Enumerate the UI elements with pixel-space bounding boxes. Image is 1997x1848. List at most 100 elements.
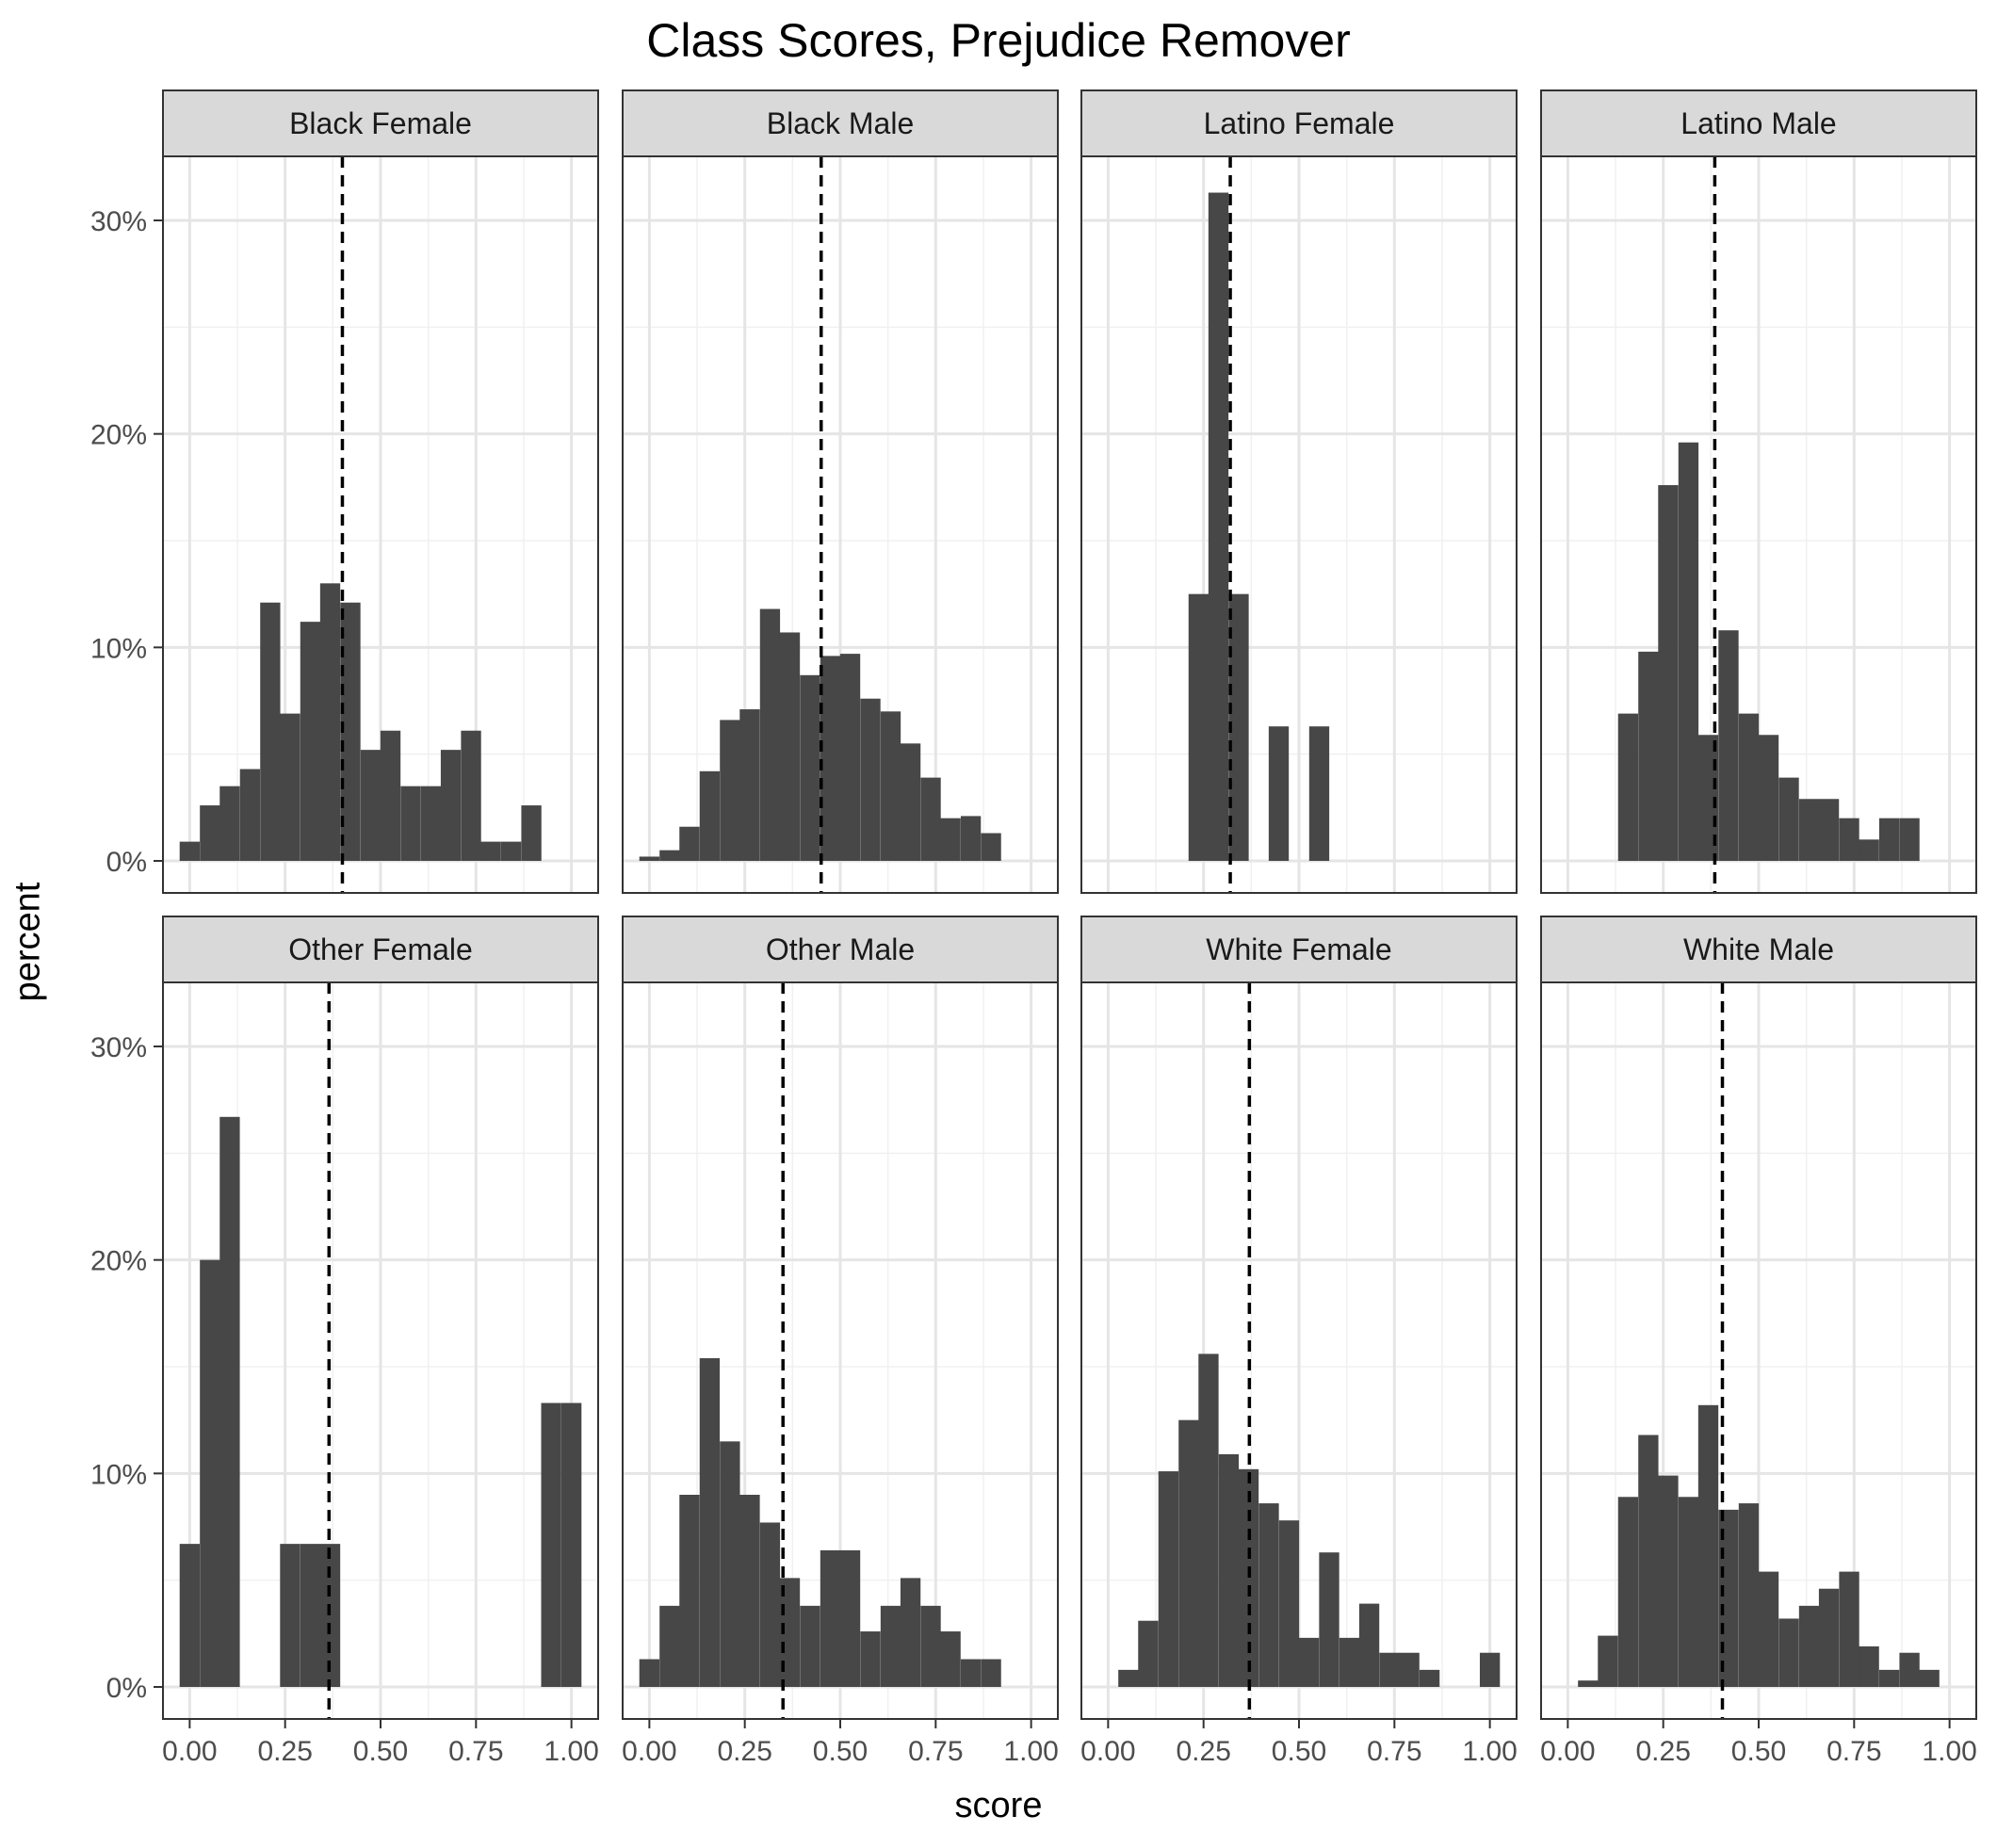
histogram-bar: [500, 841, 522, 861]
facet-strip: [162, 916, 599, 983]
histogram-bar: [319, 1544, 341, 1687]
histogram-bar: [1839, 1571, 1859, 1687]
x-tick-label: 0.00: [622, 1736, 676, 1767]
facet-strip: [162, 89, 599, 157]
histogram-bar: [739, 1495, 760, 1687]
histogram-bar: [1358, 1603, 1380, 1687]
histogram-bar: [739, 709, 760, 861]
x-tick-label: 0.00: [1540, 1736, 1595, 1767]
histogram-bar: [940, 1631, 961, 1687]
histogram-bar: [1399, 1652, 1420, 1687]
facet-strip: [622, 89, 1059, 157]
histogram-bar: [300, 1544, 321, 1687]
histogram-bar: [319, 583, 341, 861]
histogram-bar: [521, 805, 542, 861]
panel-border: [162, 155, 599, 894]
histogram-bar: [1878, 1669, 1900, 1687]
facet-strip-label: White Female: [1206, 932, 1391, 966]
histogram-bar: [1258, 1503, 1279, 1687]
histogram-bar: [860, 698, 881, 861]
histogram-bar: [1638, 1435, 1659, 1687]
histogram-bar: [219, 786, 240, 861]
histogram-bar: [679, 826, 700, 861]
histogram-bar: [1198, 1354, 1219, 1687]
histogram-bar: [1479, 1652, 1501, 1687]
histogram-bar: [659, 850, 680, 861]
histogram-bar: [380, 730, 401, 861]
histogram-bar: [1859, 1645, 1879, 1687]
facet-panel: Latino Female: [1080, 89, 1518, 894]
y-axis-label: percent: [8, 882, 48, 1002]
histogram-bar: [1778, 1618, 1799, 1687]
facet-strip: [1540, 916, 1977, 983]
facet-strip: [1540, 89, 1977, 157]
y-tick-label: 0%: [106, 847, 147, 878]
facet-strip-label: Other Male: [766, 932, 915, 966]
histogram-bar: [179, 841, 201, 861]
y-tick-label: 30%: [90, 206, 147, 237]
histogram-bar: [1738, 713, 1760, 861]
histogram-bar: [461, 730, 481, 861]
x-tick-label: 0.50: [1731, 1736, 1786, 1767]
histogram-bar: [1738, 1503, 1760, 1687]
histogram-bar: [1188, 593, 1210, 861]
y-tick-label: 20%: [90, 1246, 147, 1277]
histogram-bar: [659, 1605, 680, 1687]
x-tick-label: 0.75: [1827, 1736, 1881, 1767]
histogram-bar: [839, 1549, 861, 1687]
x-tick-label: 0.50: [813, 1736, 868, 1767]
histogram-bar: [960, 1659, 982, 1687]
histogram-bar: [981, 833, 1001, 861]
histogram-bar: [1818, 1588, 1840, 1687]
histogram-bar: [940, 818, 961, 861]
histogram-bar: [300, 622, 321, 861]
histogram-bar: [340, 602, 361, 861]
histogram-bar: [1778, 777, 1799, 861]
histogram-bar: [541, 1402, 561, 1687]
x-tick-label: 0.75: [1367, 1736, 1421, 1767]
histogram-bar: [699, 1357, 721, 1687]
histogram-bar: [200, 1259, 220, 1687]
histogram-bar: [1598, 1635, 1618, 1687]
histogram-bar: [1678, 442, 1699, 861]
histogram-bar: [179, 1544, 201, 1687]
histogram-bar: [679, 1495, 700, 1687]
facet-strip-label: White Male: [1683, 932, 1834, 966]
histogram-bar: [1919, 1669, 1940, 1687]
histogram-bar: [1419, 1669, 1440, 1687]
facet-strip-label: Black Male: [767, 106, 915, 140]
histogram-bar: [1118, 1669, 1139, 1687]
y-tick-label: 10%: [90, 1459, 147, 1490]
histogram-bar: [1758, 1571, 1779, 1687]
histogram-bar: [1859, 839, 1879, 861]
histogram-bar: [260, 602, 281, 861]
facet-panel: Other Male 0.00 0.25 0.50 0.75 1.00: [622, 916, 1059, 1767]
facet-strip: [622, 916, 1059, 983]
histogram-bar: [1899, 818, 1920, 861]
facet-strip: [1080, 89, 1518, 157]
histogram-bar: [839, 654, 861, 861]
histogram-bar: [1718, 630, 1739, 861]
y-tick-label: 10%: [90, 633, 147, 664]
facet-strip-label: Latino Female: [1204, 106, 1395, 140]
histogram-bar: [720, 1441, 740, 1687]
histogram-bar: [1578, 1680, 1599, 1687]
x-tick-label: 1.00: [1922, 1736, 1976, 1767]
y-tick-label: 20%: [90, 420, 147, 451]
histogram-bar: [1878, 818, 1900, 861]
histogram-bar: [219, 1116, 240, 1687]
histogram-bar: [820, 656, 841, 861]
histogram-bar: [1798, 799, 1820, 861]
facet-panel: Latino Male: [1540, 89, 1977, 894]
histogram-bar: [1697, 1404, 1719, 1687]
histogram-bar: [1339, 1637, 1360, 1687]
histogram-bar: [1308, 726, 1330, 861]
histogram-bar: [1678, 1497, 1699, 1687]
histogram-bar: [720, 720, 740, 861]
facet-panel: Other Female 0% 10% 20% 30% 0.00 0.25 0.50 0.75 1…: [90, 916, 599, 1767]
histogram-bar: [1238, 1468, 1259, 1687]
histogram-bar: [800, 674, 820, 861]
histogram-bar: [1268, 726, 1290, 861]
facet-strip-label: Latino Male: [1680, 106, 1836, 140]
histogram-bar: [639, 1659, 660, 1687]
